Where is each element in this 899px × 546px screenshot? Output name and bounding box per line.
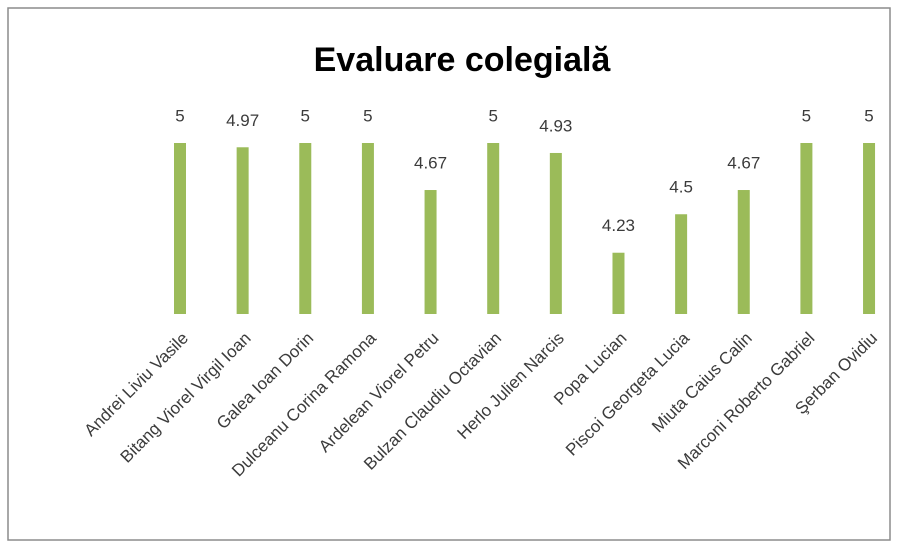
data-label: 4.93 <box>539 116 572 135</box>
bar <box>549 152 562 314</box>
data-label: 4.23 <box>602 216 635 235</box>
chart-title: Evaluare colegială <box>314 41 612 79</box>
data-label: 4.97 <box>226 111 259 130</box>
bar <box>299 143 312 314</box>
data-label: 4.67 <box>414 154 447 173</box>
chart-frame <box>7 7 891 541</box>
data-label: 4.67 <box>727 154 760 173</box>
data-label: 5 <box>488 106 497 125</box>
bar <box>737 190 750 314</box>
bar <box>361 143 374 314</box>
data-label: 5 <box>864 106 873 125</box>
data-label: 4.5 <box>669 178 693 197</box>
bar <box>424 190 437 314</box>
bar <box>612 252 625 314</box>
bar <box>800 143 813 314</box>
data-label: 5 <box>301 106 310 125</box>
bar <box>487 143 500 314</box>
bar <box>174 143 186 314</box>
bar <box>236 147 249 314</box>
bar <box>675 214 688 314</box>
bar <box>863 143 876 314</box>
data-label: 5 <box>363 106 372 125</box>
data-label: 5 <box>802 106 811 125</box>
data-label: 5 <box>175 106 184 125</box>
